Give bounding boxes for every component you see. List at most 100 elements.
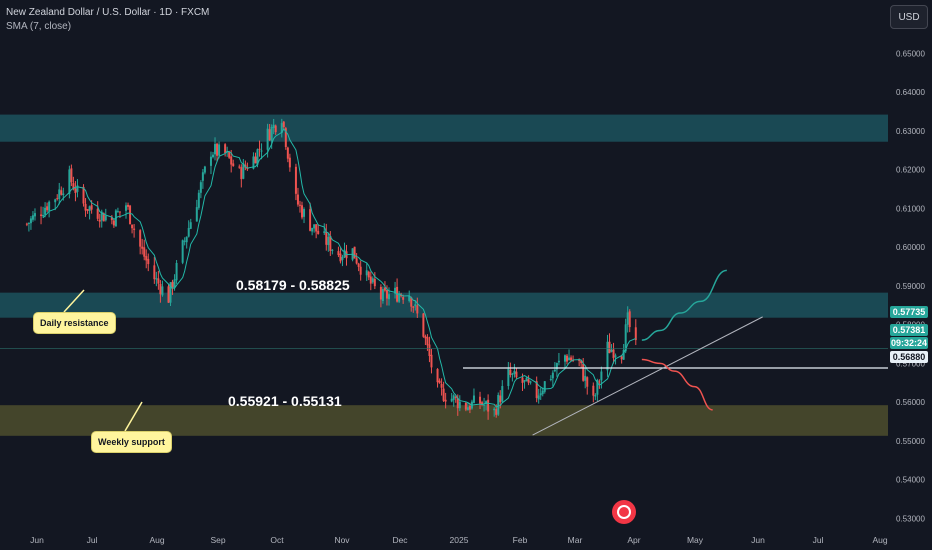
candle-body bbox=[98, 219, 101, 222]
candle-body bbox=[224, 144, 227, 154]
candle-body bbox=[402, 297, 405, 300]
candle-body bbox=[509, 369, 512, 375]
candle-body bbox=[568, 357, 571, 361]
candle-body bbox=[357, 263, 360, 267]
candle-body bbox=[325, 231, 328, 245]
candle-body bbox=[450, 398, 453, 402]
candle-body bbox=[88, 206, 91, 211]
candle-body bbox=[620, 356, 623, 360]
candle-body bbox=[145, 256, 148, 261]
resistance-zone bbox=[0, 292, 888, 318]
candle-body bbox=[189, 222, 192, 229]
candle-body bbox=[598, 381, 601, 383]
candle-body bbox=[422, 313, 425, 337]
candle-body bbox=[272, 124, 275, 129]
candle-body bbox=[592, 385, 595, 396]
candle-body bbox=[359, 266, 362, 275]
candle-body bbox=[131, 224, 134, 229]
candle-body bbox=[596, 379, 599, 395]
candle-body bbox=[339, 253, 342, 262]
candle-body bbox=[426, 337, 429, 346]
y-tick-label: 0.60000 bbox=[896, 243, 925, 252]
candle-body bbox=[288, 157, 291, 168]
candle-body bbox=[337, 251, 340, 256]
candle-body bbox=[584, 375, 587, 381]
indicator-label[interactable]: SMA (7, close) bbox=[6, 21, 72, 32]
candle-body bbox=[133, 228, 136, 230]
candle-body bbox=[586, 377, 589, 387]
candle-body bbox=[369, 276, 372, 284]
candle-body bbox=[387, 294, 390, 300]
candle-body bbox=[410, 297, 413, 307]
candle-body bbox=[626, 312, 629, 325]
candle-body bbox=[440, 383, 443, 388]
candle-body bbox=[153, 265, 156, 280]
candle-body bbox=[355, 258, 358, 264]
candle-body bbox=[371, 278, 374, 283]
candle-body bbox=[169, 282, 172, 303]
candle-body bbox=[147, 258, 150, 265]
candle-body bbox=[525, 377, 528, 382]
candle-body bbox=[157, 278, 160, 284]
candle-body bbox=[171, 281, 174, 289]
symbol-title[interactable]: New Zealand Dollar / U.S. Dollar · 1D · … bbox=[6, 7, 210, 18]
candle-body bbox=[232, 163, 235, 167]
candle-body bbox=[167, 286, 170, 303]
candle-body bbox=[521, 377, 524, 383]
candle-body bbox=[70, 168, 73, 183]
daily-resistance-callout: Daily resistance bbox=[34, 313, 115, 333]
candle-body bbox=[444, 399, 447, 402]
candle-body bbox=[303, 209, 306, 217]
candle-body bbox=[606, 341, 609, 371]
candle-body bbox=[541, 390, 544, 395]
candle-body bbox=[442, 388, 445, 401]
candle-body bbox=[472, 395, 475, 403]
weekly-support-callout: Weekly support bbox=[92, 432, 171, 452]
candle-body bbox=[211, 154, 214, 158]
candle-body bbox=[323, 231, 326, 234]
candle-body bbox=[268, 129, 271, 141]
y-tick-label: 0.61000 bbox=[896, 204, 925, 213]
candle-body bbox=[96, 208, 99, 219]
candle-body bbox=[183, 240, 186, 242]
candle-body bbox=[327, 236, 330, 246]
trendline bbox=[532, 316, 763, 436]
candle-body bbox=[466, 407, 469, 411]
candle-body bbox=[594, 395, 597, 397]
candle-body bbox=[483, 404, 486, 406]
candle-body bbox=[385, 290, 388, 299]
candle-body bbox=[481, 402, 484, 405]
candle-body bbox=[501, 386, 504, 402]
candle-body bbox=[394, 287, 397, 294]
candle-body bbox=[25, 223, 28, 225]
candle-body bbox=[315, 224, 318, 232]
x-tick-label: Mar bbox=[568, 535, 583, 545]
currency-button[interactable]: USD bbox=[890, 5, 928, 29]
x-tick-label: Jun bbox=[751, 535, 765, 545]
candle-body bbox=[582, 363, 585, 381]
candle-body bbox=[458, 401, 461, 409]
x-tick-label: Jun bbox=[30, 535, 44, 545]
tradingview-logo-icon[interactable] bbox=[612, 500, 636, 524]
candle-body bbox=[529, 381, 532, 383]
line-price-tag: 0.56880 bbox=[890, 351, 928, 363]
candle-body bbox=[58, 189, 61, 199]
candle-body bbox=[173, 279, 176, 288]
candle-body bbox=[628, 311, 631, 328]
candle-body bbox=[159, 284, 162, 295]
candle-body bbox=[74, 188, 77, 194]
x-tick-label: Dec bbox=[392, 535, 408, 545]
candle-body bbox=[379, 286, 382, 300]
candle-body bbox=[286, 147, 289, 159]
candle-body bbox=[537, 395, 540, 400]
candle-body bbox=[62, 193, 65, 196]
candle-body bbox=[414, 304, 417, 307]
candle-body bbox=[383, 287, 386, 291]
candle-body bbox=[102, 213, 105, 222]
candle-body bbox=[551, 372, 554, 379]
candle-body bbox=[27, 222, 30, 225]
candle-body bbox=[40, 214, 43, 216]
y-tick-label: 0.65000 bbox=[896, 49, 925, 58]
